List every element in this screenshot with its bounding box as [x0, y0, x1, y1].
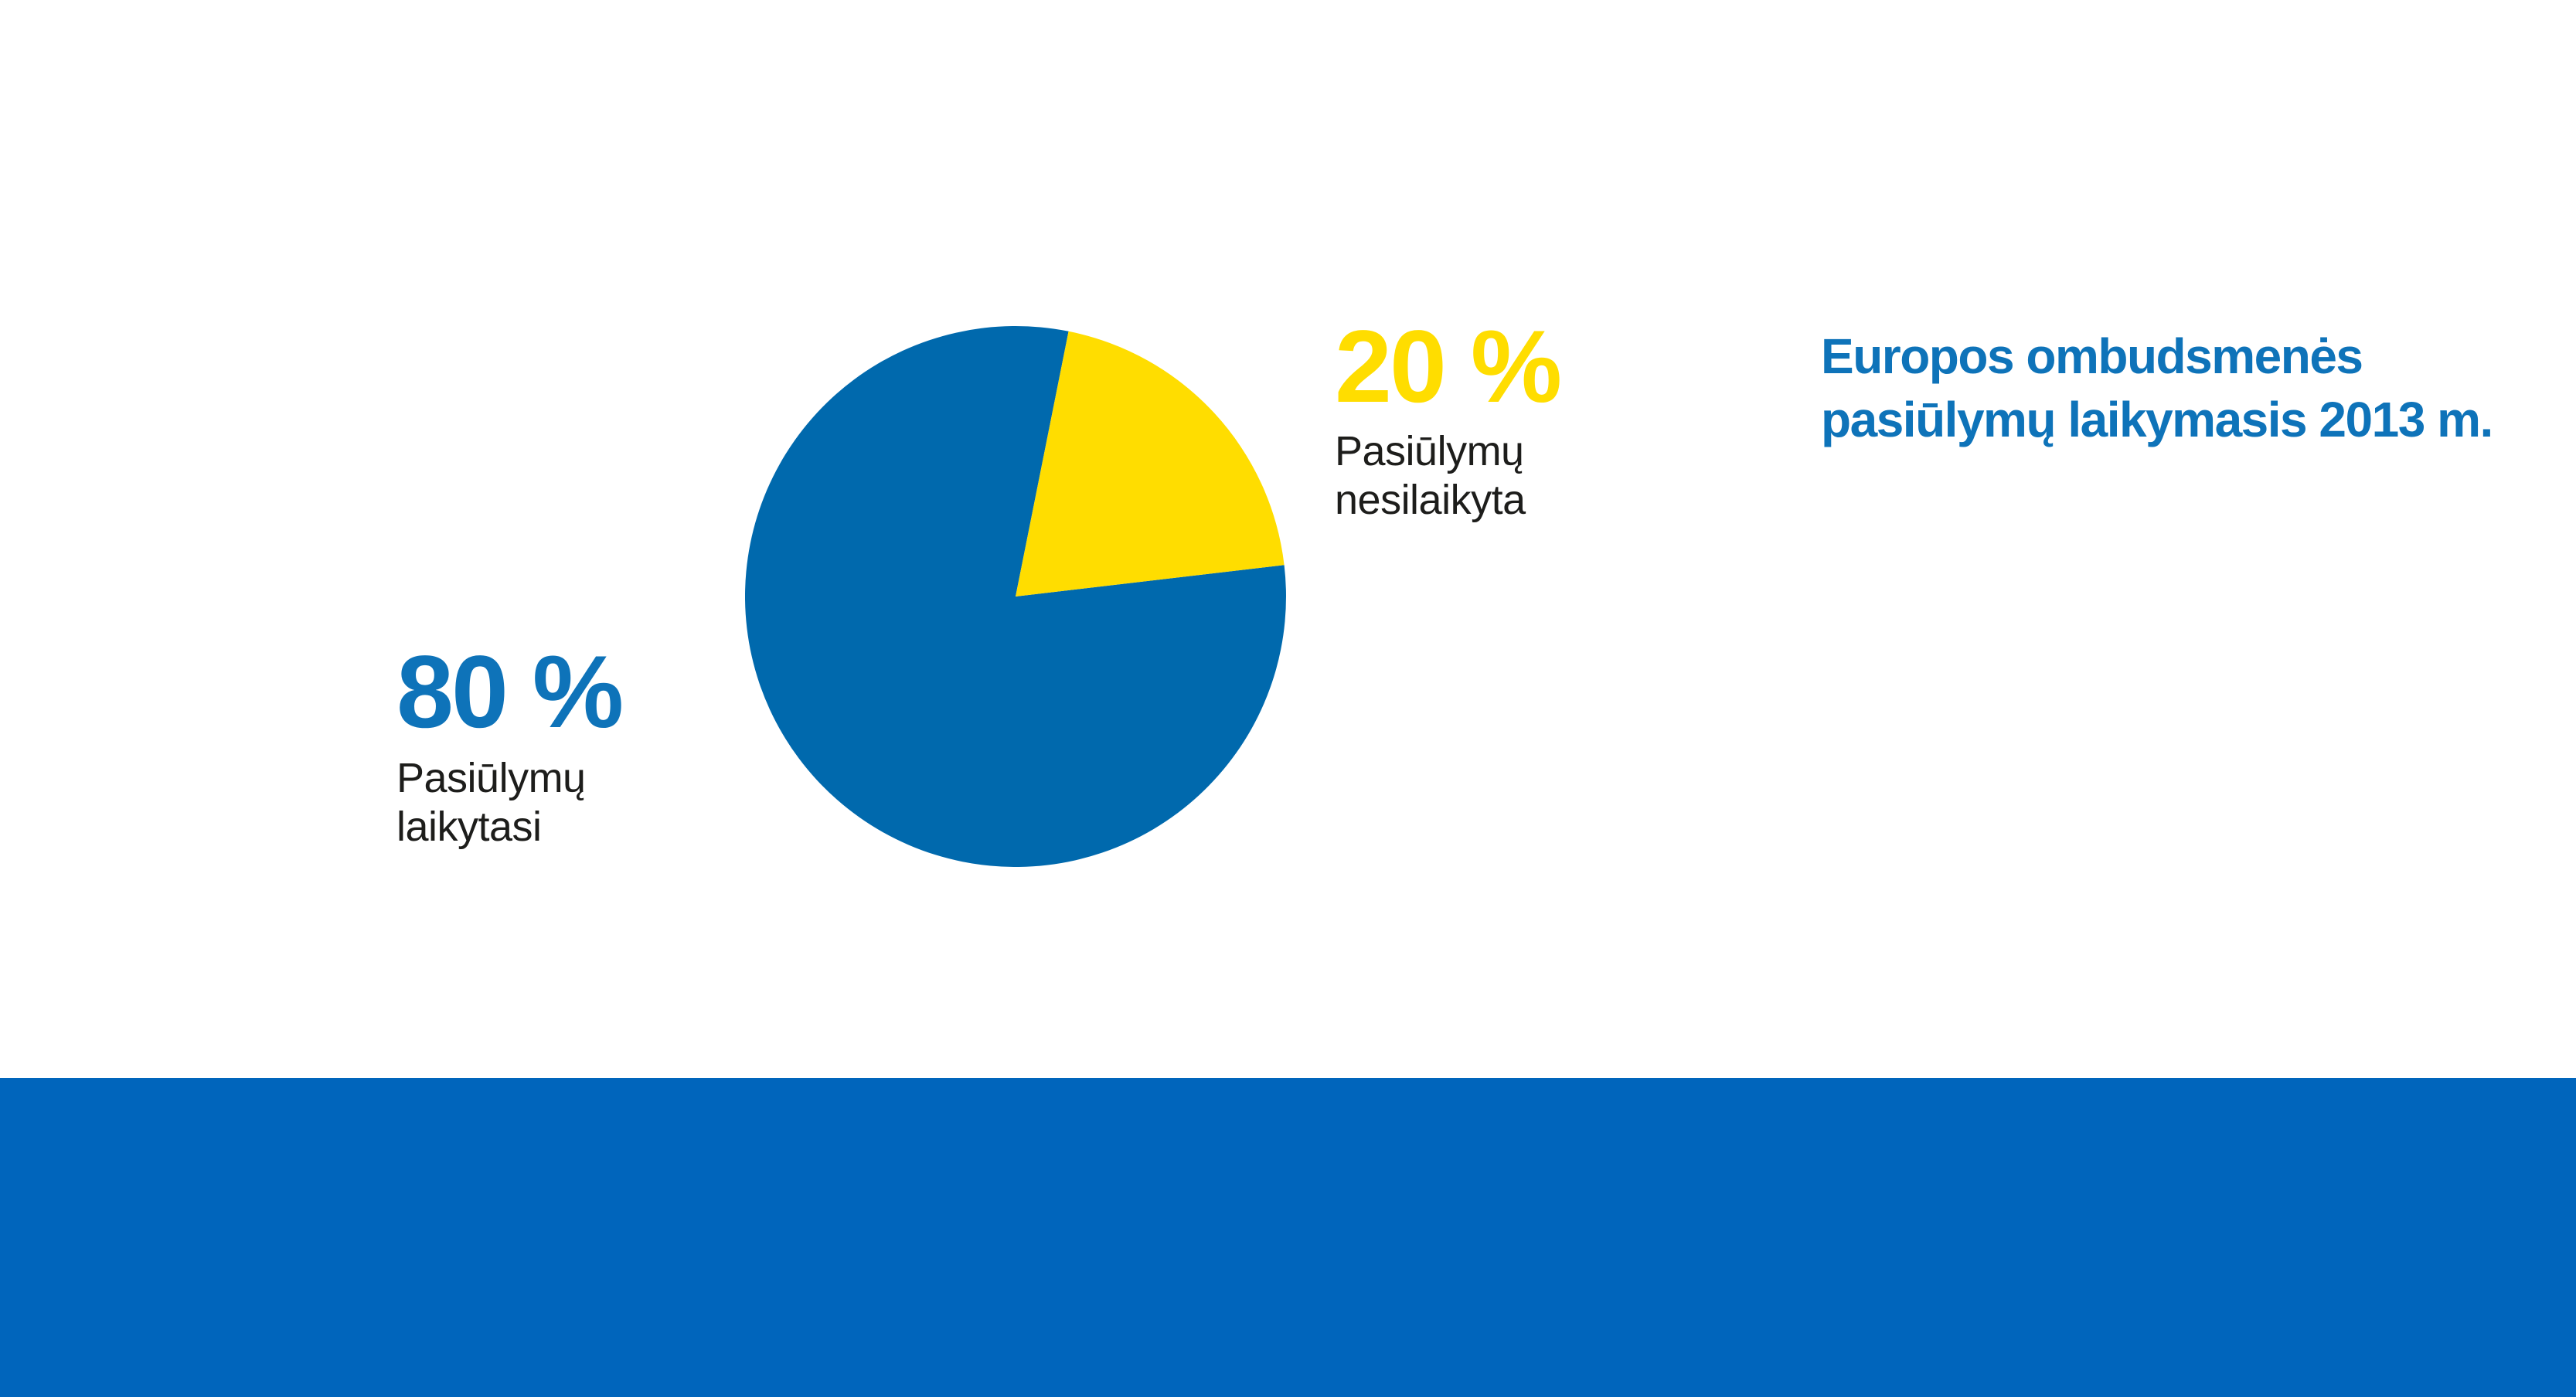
- chart-title-line2: pasiūlymų laikymasis 2013 m.: [1821, 392, 2493, 447]
- pie-slice-80pct: [745, 326, 1286, 867]
- not-complied-label-line1: Pasiūlymų: [1335, 428, 1524, 474]
- complied-label-line1: Pasiūlymų: [396, 755, 586, 801]
- complied-percent: 80 %: [396, 635, 624, 749]
- chart-title: Europos ombudsmenės pasiūlymų laikymasis…: [1821, 325, 2493, 451]
- footer-band: Europos ombudsmenas www.ombudsman.europa…: [0, 1078, 2576, 1397]
- pie-chart: [745, 326, 1286, 867]
- pie-slice-20pct: [1016, 331, 1285, 597]
- not-complied-label: Pasiūlymų nesilaikyta: [1335, 427, 1526, 525]
- chart-title-line1: Europos ombudsmenės: [1821, 328, 2363, 384]
- complied-label-line2: laikytasi: [396, 804, 542, 850]
- not-complied-label-line2: nesilaikyta: [1335, 477, 1526, 523]
- complied-label: Pasiūlymų laikytasi: [396, 754, 586, 851]
- not-complied-percent: 20 %: [1335, 310, 1562, 424]
